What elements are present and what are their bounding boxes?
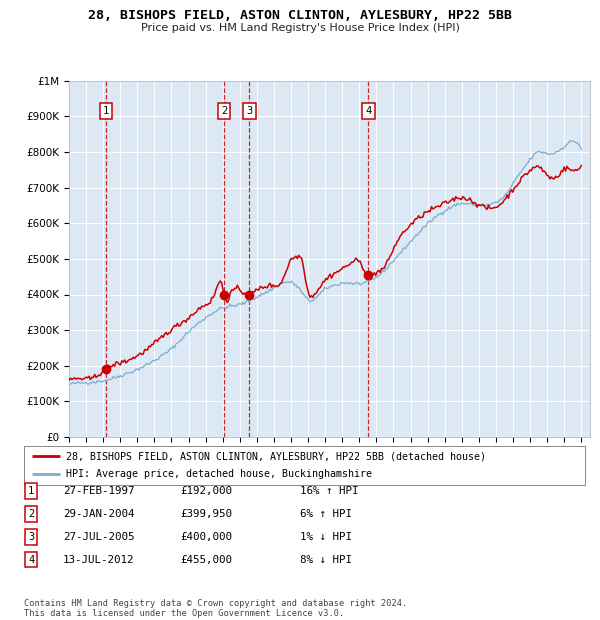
Text: 4: 4 <box>28 555 34 565</box>
Text: 3: 3 <box>28 532 34 542</box>
Text: Price paid vs. HM Land Registry's House Price Index (HPI): Price paid vs. HM Land Registry's House … <box>140 23 460 33</box>
Text: 29-JAN-2004: 29-JAN-2004 <box>63 509 134 519</box>
Text: 2: 2 <box>221 106 227 116</box>
Text: 8% ↓ HPI: 8% ↓ HPI <box>300 555 352 565</box>
Text: 16% ↑ HPI: 16% ↑ HPI <box>300 486 359 496</box>
Text: HPI: Average price, detached house, Buckinghamshire: HPI: Average price, detached house, Buck… <box>66 469 372 479</box>
Text: 4: 4 <box>365 106 371 116</box>
Text: 28, BISHOPS FIELD, ASTON CLINTON, AYLESBURY, HP22 5BB: 28, BISHOPS FIELD, ASTON CLINTON, AYLESB… <box>88 9 512 22</box>
Text: 6% ↑ HPI: 6% ↑ HPI <box>300 509 352 519</box>
Text: £400,000: £400,000 <box>180 532 232 542</box>
Text: 1: 1 <box>28 486 34 496</box>
Text: 27-FEB-1997: 27-FEB-1997 <box>63 486 134 496</box>
Text: 1% ↓ HPI: 1% ↓ HPI <box>300 532 352 542</box>
Text: 3: 3 <box>247 106 253 116</box>
Text: £399,950: £399,950 <box>180 509 232 519</box>
Text: 28, BISHOPS FIELD, ASTON CLINTON, AYLESBURY, HP22 5BB (detached house): 28, BISHOPS FIELD, ASTON CLINTON, AYLESB… <box>66 451 486 461</box>
Text: £455,000: £455,000 <box>180 555 232 565</box>
Text: 13-JUL-2012: 13-JUL-2012 <box>63 555 134 565</box>
Text: Contains HM Land Registry data © Crown copyright and database right 2024.
This d: Contains HM Land Registry data © Crown c… <box>24 599 407 618</box>
Text: 2: 2 <box>28 509 34 519</box>
Text: 1: 1 <box>103 106 109 116</box>
Text: 27-JUL-2005: 27-JUL-2005 <box>63 532 134 542</box>
Text: £192,000: £192,000 <box>180 486 232 496</box>
